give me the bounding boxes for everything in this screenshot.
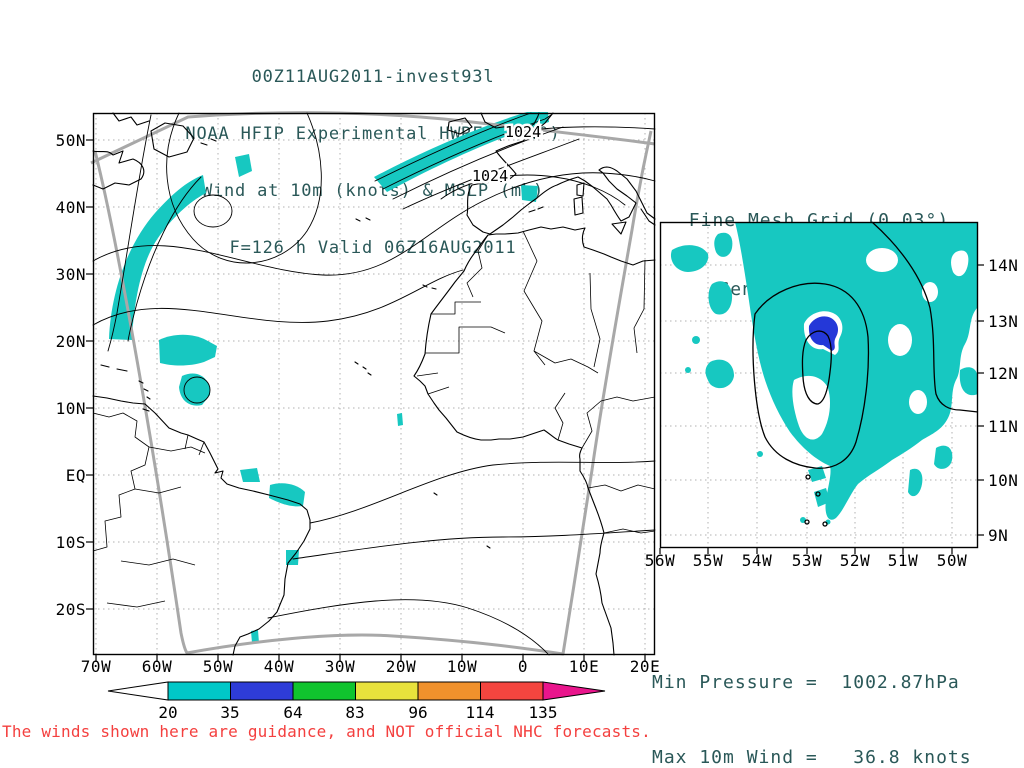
inset-lon-label: 54W <box>741 551 773 570</box>
inset-lat-label: 11N <box>988 417 1019 436</box>
colorbar-tick-label: 64 <box>283 703 303 722</box>
main-map: 1024 1024 <box>86 111 656 662</box>
inset-wind-shading <box>670 222 978 525</box>
lat-label: 10S <box>55 533 86 552</box>
lon-label: 30W <box>324 657 356 676</box>
colorbar-under-arrow <box>107 681 169 701</box>
max-wind-text: Max 10m Wind = 36.8 knots <box>652 747 972 768</box>
colorbar-tick-label: 35 <box>220 703 240 722</box>
lat-label: 40N <box>55 198 86 217</box>
inset-lon-label: 53W <box>791 551 823 570</box>
run-id-line: 00Z11AUG2011-invest93l <box>251 67 495 87</box>
lon-label: 50W <box>202 657 234 676</box>
colorbar-segment <box>480 681 544 701</box>
lon-label: 70W <box>80 657 112 676</box>
inset-shading-holes <box>792 248 969 440</box>
inset-lat-label: 13N <box>988 312 1019 331</box>
colorbar-tick-label: 83 <box>345 703 365 722</box>
inset-lon-label: 50W <box>936 551 968 570</box>
inset-map <box>659 221 984 554</box>
inset-lon-label: 52W <box>839 551 871 570</box>
inset-map-ticks <box>659 264 984 554</box>
storm-stats: Min Pressure = 1002.87hPa Max 10m Wind =… <box>652 620 972 768</box>
colorbar-tick-label: 135 <box>528 703 558 722</box>
disclaimer-text: The winds shown here are guidance, and N… <box>2 722 651 741</box>
inset-lon-label: 55W <box>692 551 724 570</box>
colorbar-segment <box>417 681 481 701</box>
inset-map-frame <box>659 221 979 549</box>
colorbar-tick-label: 114 <box>465 703 495 722</box>
lat-label: 50N <box>55 131 86 150</box>
wind-colorbar <box>107 681 606 701</box>
lon-label: 40W <box>263 657 295 676</box>
lat-label: 10N <box>55 399 86 418</box>
main-map-gridlines <box>93 113 655 655</box>
lon-label: 20E <box>629 657 661 676</box>
lon-label: 0 <box>517 657 529 676</box>
colorbar-over-arrow <box>542 681 606 701</box>
lon-label: 20W <box>385 657 417 676</box>
lat-label: 20S <box>55 600 86 619</box>
inset-lat-label: 12N <box>988 364 1019 383</box>
lat-label: 20N <box>55 332 86 351</box>
colorbar-segment <box>355 681 419 701</box>
contour-label-1024-b: 1024 <box>472 167 508 185</box>
lon-label: 10W <box>446 657 478 676</box>
inset-lon-label: 56W <box>644 551 676 570</box>
wind-swath-shading <box>109 112 549 643</box>
country-borders <box>92 230 656 608</box>
colorbar-segment <box>230 681 294 701</box>
lat-label: 30N <box>55 265 86 284</box>
colorbar-tick-label: 96 <box>408 703 428 722</box>
inset-lat-label: 10N <box>988 471 1019 490</box>
min-pressure-text: Min Pressure = 1002.87hPa <box>652 672 960 693</box>
inset-lat-label: 9N <box>988 526 1009 545</box>
lat-label: EQ <box>65 466 86 485</box>
colorbar-segment <box>292 681 356 701</box>
colorbar-tick-label: 20 <box>158 703 178 722</box>
mslp-contours <box>92 112 656 656</box>
lon-label: 60W <box>141 657 173 676</box>
main-map-frame <box>92 112 656 656</box>
colorbar-segment <box>167 681 231 701</box>
inset-lon-label: 51W <box>887 551 919 570</box>
contour-label-1024-a: 1024 <box>505 123 541 141</box>
lon-label: 10E <box>568 657 600 676</box>
inset-mslp-contours <box>752 221 979 527</box>
inset-lat-label: 14N <box>988 256 1019 275</box>
main-map-ticks <box>86 139 646 662</box>
